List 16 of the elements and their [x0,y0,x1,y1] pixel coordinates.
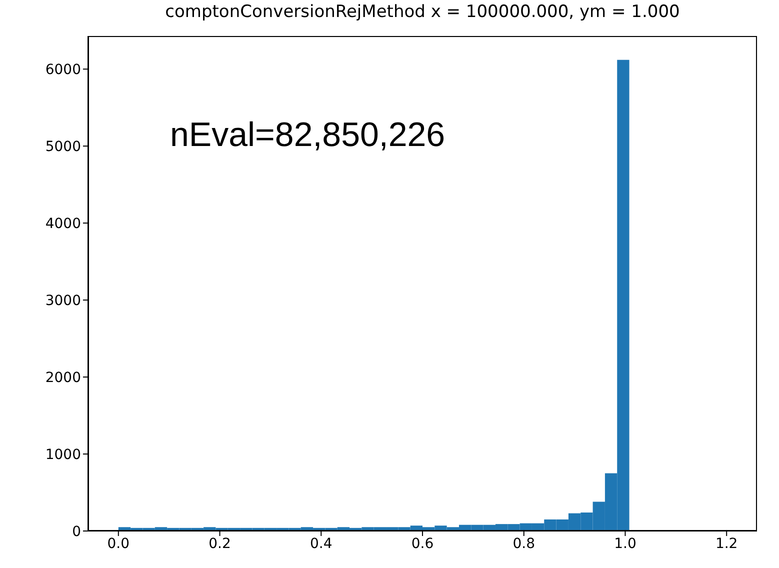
y-tick-label: 5000 [45,139,81,156]
y-tick-label: 1000 [45,446,81,463]
y-tick-label: 0 [72,524,81,540]
chart-title: comptonConversionRejMethod x = 100000.000, ym = 1.000 [164,2,681,22]
y-tick-label: 4000 [45,216,81,232]
y-tick-label: 6000 [45,62,81,78]
x-tick-label: 1.0 [614,536,636,552]
y-tick-label: 3000 [45,293,81,310]
x-tick-label: 0.4 [310,536,332,552]
x-tick-label: 0.6 [411,536,434,552]
annotation: nEval=82,850,226 [170,116,446,155]
x-tick-label: 0.0 [107,536,130,552]
x-tick-label: 1.2 [715,536,738,552]
x-tick-label: 0.2 [208,536,231,552]
y-tick-label: 2000 [45,370,81,386]
x-tick-label: 0.8 [512,536,535,552]
